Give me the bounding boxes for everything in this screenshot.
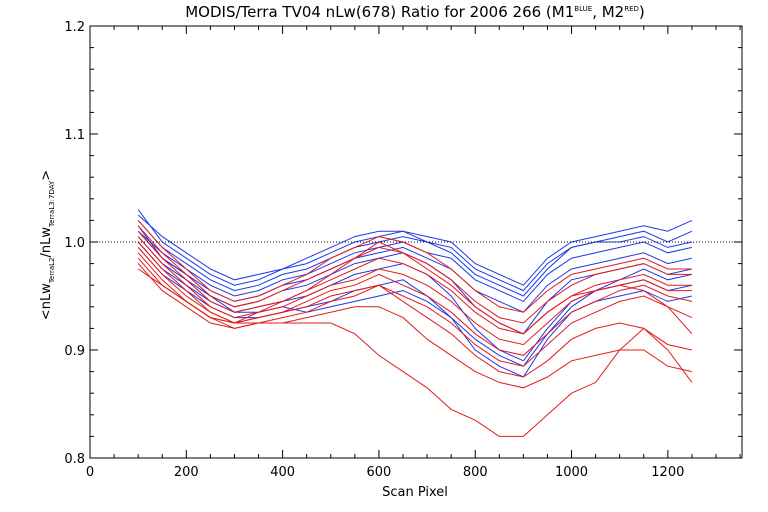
ylabel-slash: /nLw bbox=[39, 227, 54, 258]
series-line-m1-9 bbox=[137, 230, 693, 367]
ylabel-close: > bbox=[39, 170, 54, 181]
ylabel-sub2: TerraL3:7DAY bbox=[48, 180, 56, 228]
series-line-m2-12 bbox=[137, 230, 692, 335]
x-tick-label: 200 bbox=[174, 465, 199, 480]
ylabel-open: <nLw bbox=[39, 283, 54, 320]
title-prefix: MODIS/Terra TV04 nLw(678) Ratio for 2006… bbox=[185, 3, 574, 21]
series-line-m2-19 bbox=[137, 268, 693, 437]
series-line-m2-18 bbox=[137, 263, 693, 389]
series-line-m1-2 bbox=[137, 220, 693, 292]
y-tick-label: 1.0 bbox=[64, 236, 85, 251]
series-line-m2-10 bbox=[137, 220, 692, 313]
series-line-m1-1 bbox=[137, 209, 693, 286]
y-tick-label: 0.8 bbox=[64, 452, 85, 467]
x-tick-label: 1000 bbox=[555, 465, 588, 480]
series-line-m1-3 bbox=[137, 214, 693, 297]
x-tick-label: 1200 bbox=[651, 465, 684, 480]
x-tick-label: 0 bbox=[86, 465, 94, 480]
y-axis-label: <nLwTerraL2/nLwTerraL3:7DAY> bbox=[39, 170, 56, 320]
ylabel-sub1: TerraL2 bbox=[48, 258, 56, 285]
title-sup-blue: BLUE bbox=[574, 5, 592, 13]
y-tick-label: 1.1 bbox=[64, 128, 85, 143]
chart-title: MODIS/Terra TV04 nLw(678) Ratio for 2006… bbox=[185, 3, 645, 21]
series-line-m2-15 bbox=[137, 252, 693, 367]
series-line-m2-16 bbox=[137, 241, 693, 335]
x-axis-label: Scan Pixel bbox=[382, 485, 448, 500]
series-line-m2-11 bbox=[137, 225, 692, 324]
title-mid: , M2 bbox=[592, 3, 624, 21]
x-tick-label: 400 bbox=[270, 465, 295, 480]
series-layer bbox=[137, 209, 693, 437]
x-tick-label: 600 bbox=[367, 465, 392, 480]
title-suffix: ) bbox=[639, 3, 645, 21]
title-sup-red: RED bbox=[624, 5, 639, 13]
axes-layer: 0 200 400 600 800 1000 1200 0.8 0.9 1.0 1.1 1.2 bbox=[64, 20, 743, 480]
x-tick-label: 800 bbox=[463, 465, 488, 480]
y-tick-label: 1.2 bbox=[64, 20, 85, 35]
y-tick-label: 0.9 bbox=[64, 344, 85, 359]
